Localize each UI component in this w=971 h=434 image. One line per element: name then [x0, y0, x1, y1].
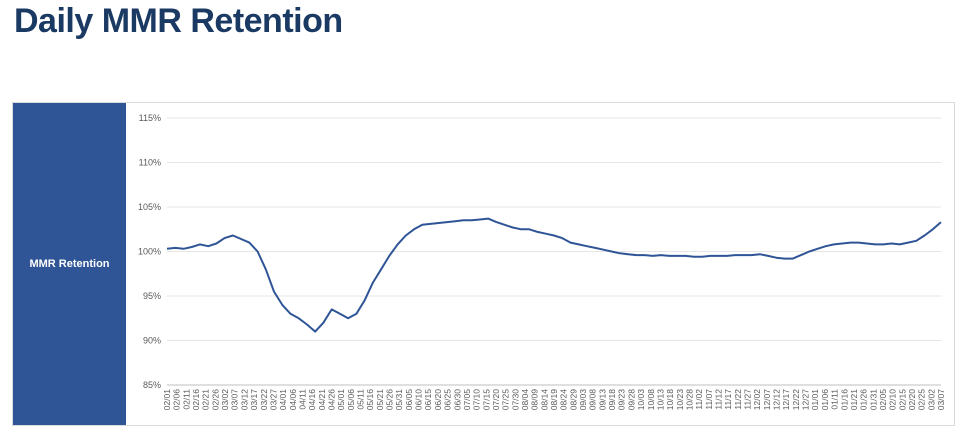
- x-tick-label: 05/31: [394, 389, 404, 411]
- x-tick-label: 01/26: [859, 389, 869, 411]
- page-title: Daily MMR Retention: [14, 2, 343, 40]
- x-tick-label: 02/15: [897, 389, 907, 411]
- x-tick-label: 12/02: [752, 389, 762, 411]
- x-tick-label: 08/19: [549, 389, 559, 411]
- x-tick-label: 03/07: [936, 389, 946, 411]
- x-tick-label: 05/16: [365, 389, 375, 411]
- line-chart: 85% 90% 95% 100% 105% 110% 115% 02/01 02/06 02/11…: [138, 113, 946, 411]
- x-tick-label: 12/27: [801, 389, 811, 411]
- x-tick-label: 09/03: [578, 389, 588, 411]
- x-tick-label: 07/10: [472, 389, 482, 411]
- x-tick-label: 01/11: [830, 389, 840, 410]
- x-tick-label: 03/12: [239, 389, 249, 411]
- x-tick-label: 08/29: [568, 389, 578, 411]
- x-tick-label: 02/21: [201, 389, 211, 411]
- x-tick-label: 10/03: [636, 389, 646, 411]
- x-tick-label: 09/23: [617, 389, 627, 411]
- x-tick-label: 09/28: [626, 389, 636, 411]
- x-tick-label: 03/27: [268, 389, 278, 411]
- x-tick-label: 08/24: [559, 389, 569, 411]
- x-tick-label: 05/11: [356, 389, 366, 410]
- x-tick-label: 12/12: [772, 389, 782, 411]
- x-tick-label: 10/13: [655, 389, 665, 411]
- x-tick-label: 06/30: [452, 389, 462, 411]
- x-tick-label: 07/30: [510, 389, 520, 411]
- x-tick-label: 02/26: [210, 389, 220, 411]
- y-tick-label: 95%: [143, 291, 161, 301]
- x-tick-label: 12/22: [791, 389, 801, 411]
- x-tick-label: 06/25: [443, 389, 453, 411]
- x-tick-label: 05/06: [346, 389, 356, 411]
- x-tick-label: 04/16: [307, 389, 317, 411]
- x-tick-label: 11/12: [713, 389, 723, 410]
- x-tick-label: 03/17: [249, 389, 259, 411]
- x-tick-label: 03/22: [259, 389, 269, 411]
- y-tick-label: 115%: [139, 113, 161, 123]
- x-tick-label: 04/06: [288, 389, 298, 411]
- x-tick-label: 02/16: [191, 389, 201, 411]
- x-tick-label: 02/11: [181, 389, 191, 410]
- x-tick-label: 07/15: [481, 389, 491, 411]
- x-tick-label: 05/26: [385, 389, 395, 411]
- x-tick-label: 01/01: [810, 389, 820, 411]
- x-tick-label: 03/02: [220, 389, 230, 411]
- x-tick-label: 09/18: [607, 389, 617, 411]
- x-tick-label: 11/27: [743, 389, 753, 410]
- x-tick-label: 12/07: [762, 389, 772, 411]
- x-tick-label: 04/11: [297, 389, 307, 410]
- x-tick-label: 07/20: [491, 389, 501, 411]
- x-tick-label: 06/10: [414, 389, 424, 411]
- y-tick-label: 105%: [138, 202, 161, 212]
- x-tick-label: 04/01: [278, 389, 288, 411]
- x-tick-label: 04/21: [317, 389, 327, 411]
- x-tick-label: 07/25: [501, 389, 511, 411]
- x-tick-label: 01/06: [820, 389, 830, 411]
- x-tick-label: 09/13: [597, 389, 607, 411]
- x-tick-label: 11/02: [694, 389, 704, 410]
- x-tick-label: 01/21: [849, 389, 859, 411]
- x-tick-label: 02/01: [162, 389, 172, 411]
- x-tick-label: 11/17: [723, 389, 733, 410]
- x-tick-label: 02/06: [172, 389, 182, 411]
- y-tick-label: 100%: [138, 247, 161, 257]
- x-tick-label: 12/17: [781, 389, 791, 411]
- x-tick-label: 06/20: [433, 389, 443, 411]
- x-tick-label: 08/14: [539, 389, 549, 411]
- x-tick-label: 09/08: [588, 389, 598, 411]
- x-tick-label: 02/25: [917, 389, 927, 411]
- x-tick-label: 02/10: [888, 389, 898, 411]
- x-tick-label: 03/07: [230, 389, 240, 411]
- x-tick-label: 05/01: [336, 389, 346, 411]
- x-tick-label: 08/09: [530, 389, 540, 411]
- x-tick-label: 10/18: [665, 389, 675, 411]
- x-tick-label: 07/05: [462, 389, 472, 411]
- y-tick-label: 85%: [143, 380, 161, 390]
- x-tick-label: 03/02: [926, 389, 936, 411]
- x-tick-label: 02/05: [878, 389, 888, 411]
- x-tick-label: 01/16: [839, 389, 849, 411]
- x-tick-label: 02/20: [907, 389, 917, 411]
- metric-label: MMR Retention: [29, 258, 110, 270]
- y-tick-label: 90%: [143, 336, 161, 346]
- y-tick-label: 110%: [139, 158, 161, 168]
- x-tick-label: 10/23: [675, 389, 685, 411]
- x-tick-label: 11/07: [704, 389, 714, 410]
- series-line: [166, 217, 942, 333]
- x-tick-label: 06/05: [404, 389, 414, 411]
- metric-label-panel: MMR Retention: [13, 103, 126, 425]
- x-tick-label: 08/04: [520, 389, 530, 411]
- x-tick-label: 10/28: [684, 389, 694, 411]
- x-tick-label: 10/08: [646, 389, 656, 411]
- x-tick-label: 01/31: [868, 389, 878, 411]
- x-tick-label: 06/15: [423, 389, 433, 411]
- x-tick-label: 04/26: [326, 389, 336, 411]
- chart-panel: MMR Retention 85% 90% 95% 100% 105% 110% 115% 0…: [12, 102, 955, 426]
- x-tick-label: 05/21: [375, 389, 385, 411]
- x-tick-label: 11/22: [733, 389, 743, 410]
